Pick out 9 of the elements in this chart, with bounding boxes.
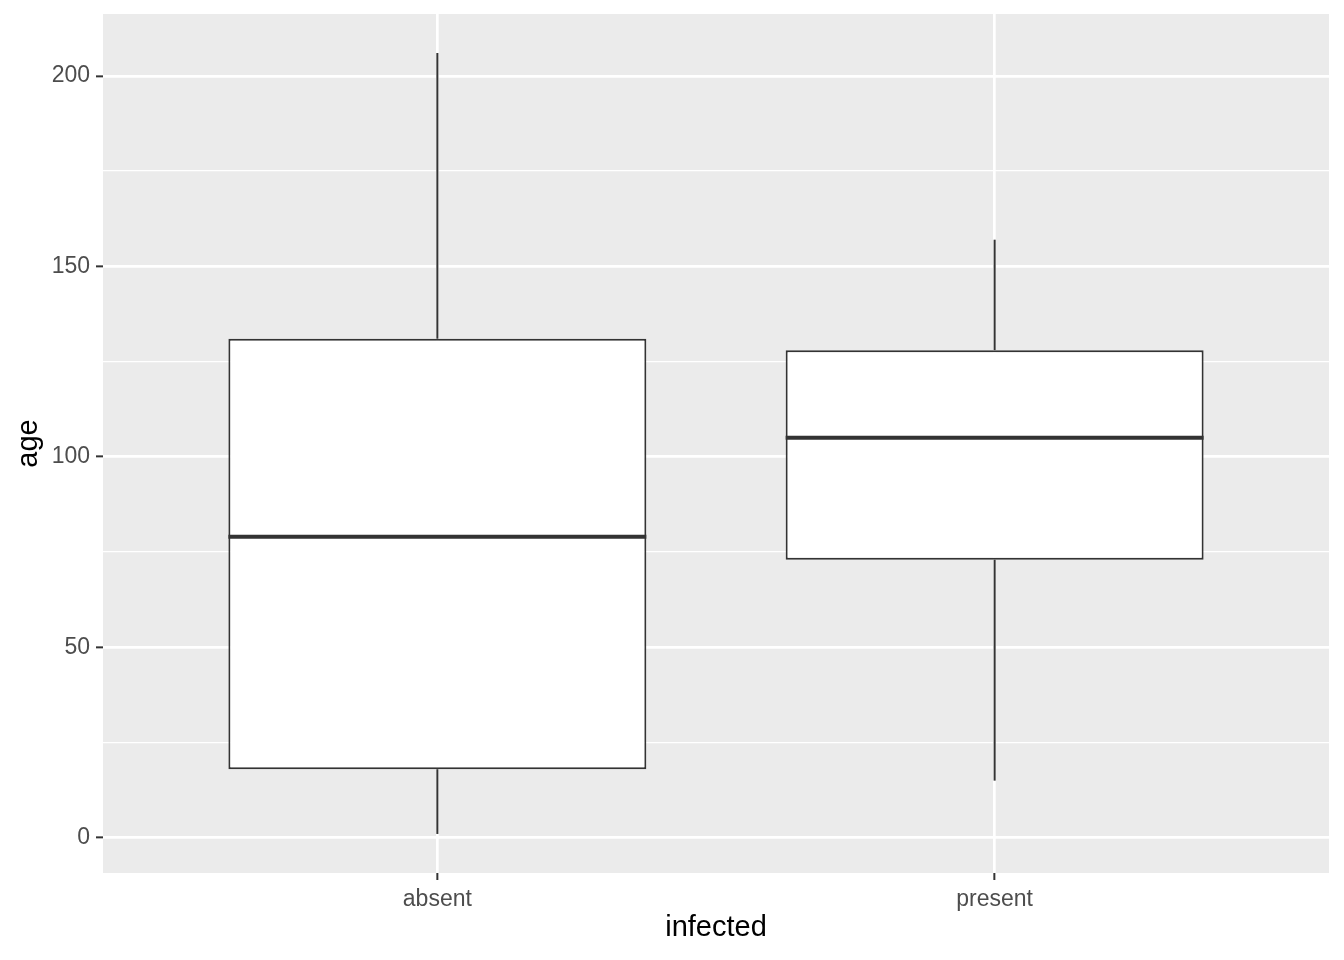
y-tick-label: 100: [51, 442, 90, 469]
y-tick-label: 0: [77, 823, 90, 850]
y-tick-label: 150: [51, 251, 90, 278]
x-tick-label: absent: [402, 885, 473, 912]
x-axis-title: infected: [665, 909, 767, 942]
y-tick-label: 200: [51, 61, 90, 88]
y-tick-label: 50: [64, 632, 90, 659]
y-axis-title: age: [11, 419, 44, 468]
x-tick-label: present: [956, 885, 1034, 912]
